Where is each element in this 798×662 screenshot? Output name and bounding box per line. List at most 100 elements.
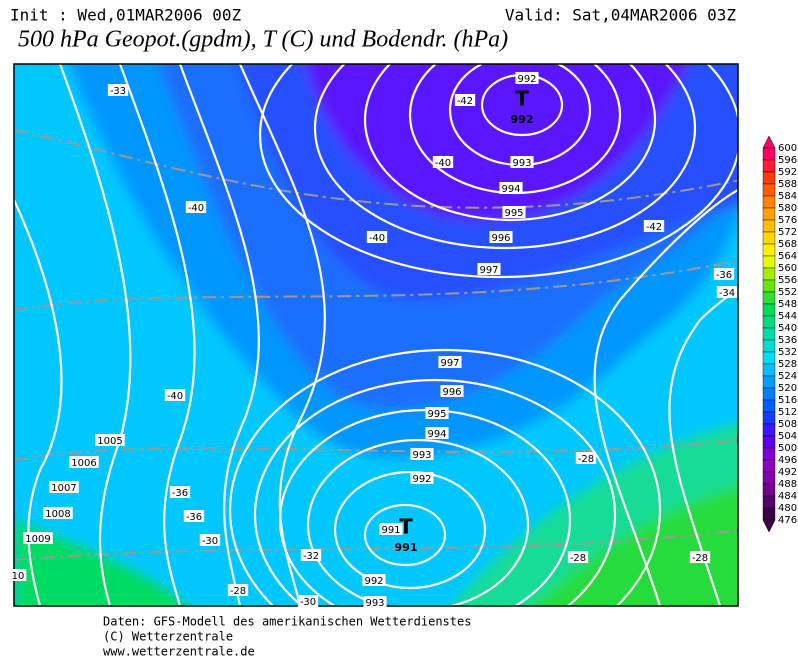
temperature-label-box — [183, 510, 205, 522]
temperature-label-box — [297, 595, 319, 607]
legend-swatch — [762, 399, 776, 413]
temperature-label: -28 — [692, 553, 708, 564]
color-legend: 6005965925885845805765725685645605565525… — [762, 135, 797, 533]
legend-swatch — [762, 375, 776, 389]
temperature-label-box — [199, 534, 221, 546]
temperature-label-box — [107, 84, 129, 96]
isobar-label: 992 — [517, 74, 536, 85]
temperature-label-box — [713, 268, 735, 280]
legend-swatch — [762, 243, 776, 257]
isobar-label-box — [410, 472, 434, 484]
legend-swatch — [762, 423, 776, 437]
legend-label: 508 — [778, 419, 797, 430]
legend-label: 548 — [778, 299, 797, 310]
isobars — [14, 64, 738, 606]
isobar-label: 994 — [501, 184, 520, 195]
legend-label: 492 — [778, 467, 797, 478]
legend-swatch — [762, 315, 776, 329]
isobar-label-box — [510, 156, 534, 168]
temperature-label: -40 — [167, 391, 183, 402]
temperature-label-box — [643, 220, 665, 232]
temperature-label: -28 — [570, 553, 586, 564]
temperature-label-box — [300, 549, 322, 561]
temperature-label: -30 — [300, 597, 316, 608]
legend-swatch — [762, 507, 776, 521]
isobar-label: 993 — [365, 598, 384, 609]
isobar-label: 10 — [12, 571, 25, 582]
isobar-label: 995 — [427, 409, 446, 420]
isobar-label: 1006 — [71, 458, 96, 469]
low-symbol: T — [515, 87, 529, 111]
legend-label: 484 — [778, 491, 797, 502]
legend-label: 536 — [778, 335, 797, 346]
legend-label: 476 — [778, 515, 797, 526]
isobar-label-box — [425, 407, 449, 419]
temperature-label-box — [716, 286, 738, 298]
legend-swatch — [762, 171, 776, 185]
isobar-label: 993 — [512, 158, 531, 169]
isobar-label: 994 — [427, 429, 446, 440]
legend-label: 592 — [778, 167, 797, 178]
isobar-label: 996 — [491, 233, 510, 244]
isobar-label-box — [379, 523, 403, 535]
isobar-label-box — [410, 448, 434, 460]
legend-label: 572 — [778, 227, 797, 238]
legend-swatch — [762, 327, 776, 341]
temperature-label: -34 — [719, 288, 735, 299]
map-title: 500 hPa Geopot.(gpdm), T (C) und Bodendr… — [18, 27, 508, 53]
isobar-label-box — [69, 456, 99, 468]
isobar-label-box — [489, 231, 513, 243]
isobar-label: 997 — [440, 358, 459, 369]
low-pressure: 992 — [511, 113, 534, 126]
isobar-label: 997 — [479, 265, 498, 276]
legend-cap-bottom — [762, 519, 776, 533]
isobar-label: 995 — [504, 208, 523, 219]
legend-label: 524 — [778, 371, 797, 382]
legend-swatch — [762, 339, 776, 353]
footer-line: (C) Wetterzentrale — [103, 630, 233, 644]
legend-swatch — [762, 471, 776, 485]
isobar-label-box — [43, 507, 73, 519]
isobar-label-box — [440, 385, 464, 397]
legend-cap-top — [762, 135, 776, 149]
legend-label: 568 — [778, 239, 797, 250]
isobar-label: 1005 — [97, 436, 122, 447]
legend-swatch — [762, 183, 776, 197]
legend-swatch — [762, 159, 776, 173]
legend-label: 552 — [778, 287, 797, 298]
temperature-label: -40 — [188, 203, 204, 214]
legend-label: 544 — [778, 311, 797, 322]
temperature-label: -36 — [186, 512, 202, 523]
temperature-label: -33 — [110, 86, 126, 97]
legend-label: 556 — [778, 275, 797, 286]
legend-swatch — [762, 231, 776, 245]
temperature-label: -36 — [172, 488, 188, 499]
isobar-label: 1009 — [25, 534, 50, 545]
legend-swatch — [762, 303, 776, 317]
isobar-label-box — [499, 182, 523, 194]
isobar-label: 1008 — [45, 509, 70, 520]
legend-swatch — [762, 219, 776, 233]
legend-label: 504 — [778, 431, 797, 442]
map-labels: 992 993 994 995 996 997 997 996 995 994 993 992 991 9… — [9, 72, 738, 609]
legend-swatch — [762, 267, 776, 281]
legend-label: 520 — [778, 383, 797, 394]
legend-label: 512 — [778, 407, 797, 418]
init-time: Init : Wed,01MAR2006 00Z — [10, 6, 242, 25]
temperature-label: -40 — [369, 233, 385, 244]
isobar-label-box — [438, 356, 462, 368]
legend-label: 560 — [778, 263, 797, 274]
isobar-label-box — [23, 532, 53, 544]
legend-label: 480 — [778, 503, 797, 514]
legend-swatch — [762, 351, 776, 365]
temperature-label-box — [454, 94, 476, 106]
legend-swatch — [762, 195, 776, 209]
temperature-label-box — [432, 156, 454, 168]
low-symbol: T — [399, 515, 413, 539]
isobar-label: 996 — [442, 387, 461, 398]
legend-swatch — [762, 495, 776, 509]
temperature-label-box — [169, 486, 191, 498]
legend-label: 580 — [778, 203, 797, 214]
map — [14, 64, 738, 606]
legend-label: 500 — [778, 443, 797, 454]
